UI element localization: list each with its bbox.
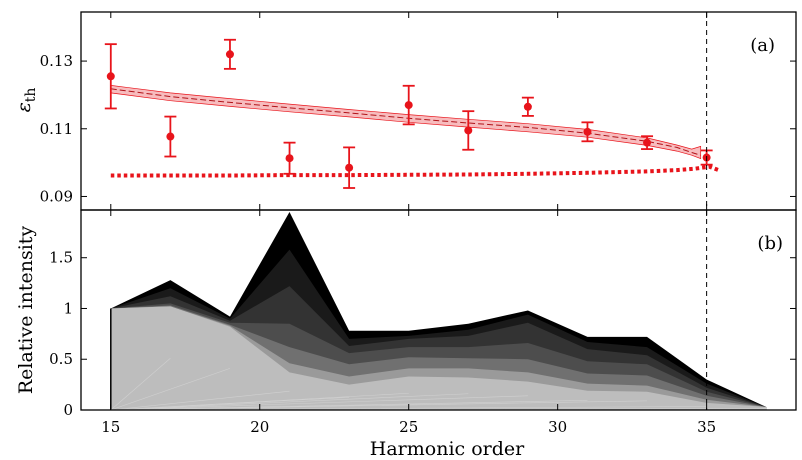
y-ticks-a: 0.09 0.11 0.13 [40, 52, 796, 205]
fan-line [110, 368, 231, 411]
fan-line [110, 392, 409, 411]
y-tick-label-a: 0.11 [40, 120, 73, 138]
y-tick-label-b: 1 [63, 299, 73, 317]
x-tick-label: 35 [697, 418, 716, 436]
y-tick-label-b: 1.5 [49, 249, 73, 267]
area-layer [110, 306, 767, 410]
point-marker [345, 163, 354, 172]
y-tick-label-b: 0.5 [49, 350, 73, 368]
panel-label-a: (a) [750, 35, 775, 56]
data-point [164, 115, 177, 158]
x-axis-label: Harmonic order [370, 438, 525, 460]
y-axis-label-b: Relative intensity [15, 226, 37, 395]
y-ticks-b: 0 0.5 1 1.5 [49, 249, 796, 419]
data-point [402, 84, 415, 126]
plot-frame-b [80, 209, 797, 411]
y-tick-label-b: 0 [63, 401, 73, 419]
y-tick-label-a: 0.09 [40, 187, 73, 205]
point-marker [583, 127, 592, 136]
fan-line [110, 357, 171, 411]
data-point [521, 96, 534, 117]
point-marker [166, 132, 175, 141]
x-tick-label: 20 [250, 418, 269, 436]
fan-line [110, 393, 469, 411]
point-marker [404, 101, 413, 110]
panel-a: 0.09 0.11 0.13 εth (a) [13, 11, 797, 211]
point-marker [643, 138, 652, 147]
data-point [104, 43, 117, 110]
x-ticks-a [110, 12, 708, 210]
y-axis-label-sub: th [23, 88, 39, 103]
data-point [283, 141, 296, 175]
data-point [581, 121, 594, 143]
theory-band [110, 85, 702, 160]
plot-frame-a [80, 11, 797, 211]
fan-line [110, 395, 528, 411]
band-area [110, 85, 702, 160]
fan-line [110, 400, 648, 411]
data-point [343, 146, 356, 189]
point-marker [464, 126, 473, 135]
point-marker [523, 102, 532, 111]
x-tick-label: 15 [101, 418, 120, 436]
dotted-curve-line [110, 164, 720, 178]
y-axis-label-a: εth [13, 88, 39, 113]
fan-line [110, 390, 290, 411]
dotted-curve [110, 164, 720, 178]
x-tick-label: 25 [399, 418, 418, 436]
y-axis-label-main: ε [13, 102, 35, 112]
y-tick-label-a: 0.13 [40, 52, 73, 70]
panel-label-b: (b) [757, 233, 783, 254]
point-marker [285, 154, 294, 163]
x-tick-label: 30 [548, 418, 567, 436]
measured-points [104, 38, 713, 189]
point-marker [106, 72, 115, 81]
band-center-line [110, 88, 701, 156]
point-marker [225, 50, 234, 59]
data-point [462, 110, 475, 151]
data-point [223, 38, 236, 70]
stacked-areas [110, 212, 767, 410]
x-ticks-b: 15 20 25 30 35 [101, 210, 716, 436]
panel-b: 0 0.5 1 1.5 15 20 25 30 35 Relative intensity H… [15, 209, 797, 460]
data-point [641, 135, 654, 150]
